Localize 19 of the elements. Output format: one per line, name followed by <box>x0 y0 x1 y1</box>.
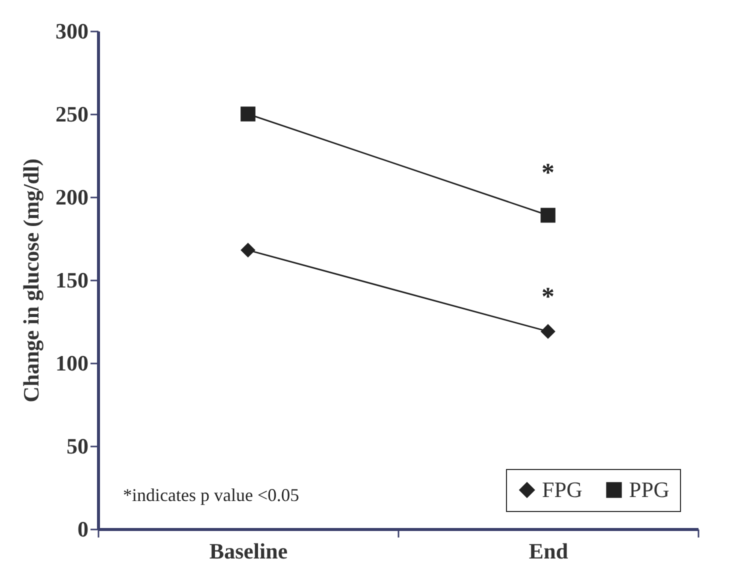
x-tick-label: End <box>528 538 568 561</box>
y-tick-label: 100 <box>56 350 88 376</box>
annotation: *indicates p value <0.05 <box>123 485 300 505</box>
legend-label: FPG <box>542 477 582 502</box>
y-tick-label: 200 <box>56 184 88 210</box>
point <box>240 106 256 122</box>
y-tick-label: 50 <box>66 434 88 458</box>
annotation: * <box>542 282 554 311</box>
point <box>240 242 256 258</box>
x-tick-label: Baseline <box>209 538 288 561</box>
y-tick-label: 0 <box>78 516 88 542</box>
point <box>540 208 556 223</box>
point <box>540 324 556 339</box>
annotation: * <box>542 158 554 187</box>
y-tick-label: 150 <box>56 268 88 292</box>
y-tick-label: 300 <box>56 18 88 44</box>
y-axis-title: Change in glucose (mg/dl) <box>18 158 44 402</box>
legend-label: PPG <box>629 477 670 502</box>
y-tick-label: 250 <box>56 102 88 126</box>
